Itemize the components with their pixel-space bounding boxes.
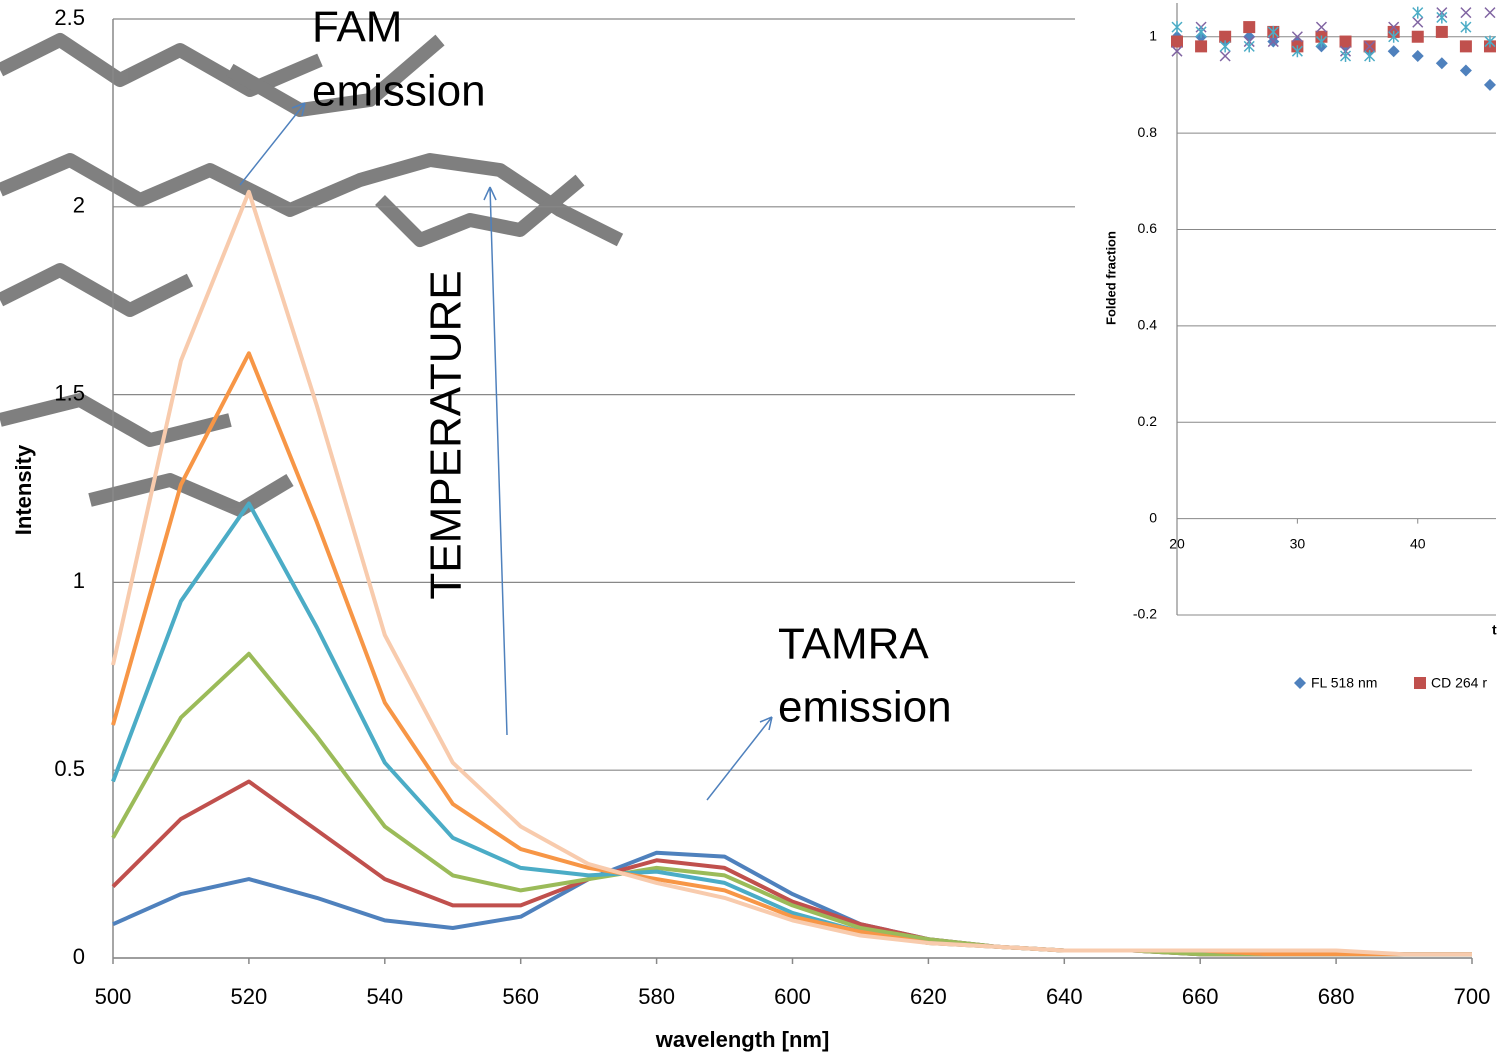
marker bbox=[1387, 45, 1400, 58]
x-axis-title: wavelength [nm] bbox=[655, 1027, 830, 1052]
y-tick-label: 2.5 bbox=[54, 5, 85, 30]
marker bbox=[1459, 64, 1472, 77]
marker bbox=[1412, 16, 1424, 28]
arrow bbox=[239, 102, 306, 186]
x-tick-label: 520 bbox=[231, 984, 268, 1009]
x-tick-label: 560 bbox=[502, 984, 539, 1009]
molecule-bond bbox=[375, 174, 585, 247]
molecule-bond bbox=[0, 263, 194, 317]
molecule-bond bbox=[226, 34, 445, 117]
y-axis-title: Folded fraction bbox=[1103, 231, 1118, 325]
y-tick-label: 1.5 bbox=[54, 380, 85, 405]
annotation: TEMPERATURE bbox=[422, 270, 471, 599]
marker bbox=[1243, 21, 1256, 34]
marker bbox=[1339, 50, 1352, 63]
marker bbox=[1459, 40, 1472, 53]
x-tick-label: 500 bbox=[95, 984, 132, 1009]
y-tick-label: 2 bbox=[73, 193, 85, 218]
x-axis-title: t bbox=[1492, 622, 1497, 638]
marker bbox=[1291, 45, 1303, 58]
y-tick-label: 1 bbox=[1149, 27, 1157, 43]
molecule-bond bbox=[88, 473, 294, 517]
marker bbox=[1315, 35, 1327, 48]
marker bbox=[1267, 36, 1279, 48]
marker bbox=[1243, 30, 1256, 43]
marker bbox=[1411, 50, 1424, 63]
marker bbox=[1484, 7, 1496, 19]
y-tick-label: 1 bbox=[73, 568, 85, 593]
marker bbox=[1414, 677, 1426, 689]
marker bbox=[1460, 7, 1472, 19]
arrows bbox=[239, 102, 773, 801]
marker bbox=[1436, 11, 1448, 24]
x-tick-label: 700 bbox=[1454, 984, 1491, 1009]
y-tick-label: 0.8 bbox=[1138, 124, 1158, 140]
series-line bbox=[111, 189, 1472, 957]
y-tick-label: 0 bbox=[73, 944, 85, 969]
molecule-bond bbox=[0, 33, 323, 97]
y-tick-label: -0.2 bbox=[1133, 606, 1157, 622]
marker bbox=[1219, 30, 1232, 43]
marker bbox=[1315, 21, 1327, 33]
marker bbox=[1435, 25, 1448, 38]
marker bbox=[1267, 25, 1279, 38]
legend-label: CD 264 r bbox=[1431, 675, 1487, 691]
marker bbox=[1195, 40, 1208, 53]
marker bbox=[1171, 21, 1183, 34]
y-tick-label: 0.4 bbox=[1138, 317, 1158, 333]
arrow bbox=[706, 716, 773, 801]
x-tick-label: 30 bbox=[1290, 535, 1306, 551]
inset-background bbox=[1075, 0, 1497, 740]
marker bbox=[1483, 78, 1496, 91]
y-tick-label: 0.6 bbox=[1138, 220, 1158, 236]
x-tick-label: 540 bbox=[366, 984, 403, 1009]
legend-label: FL 518 nm bbox=[1311, 675, 1377, 691]
x-tick-label: 640 bbox=[1046, 984, 1083, 1009]
x-tick-label: 660 bbox=[1182, 984, 1219, 1009]
molecule-bond bbox=[0, 153, 624, 247]
series-line bbox=[111, 351, 1472, 957]
series-line bbox=[111, 779, 1472, 957]
molecule-background bbox=[0, 33, 624, 517]
marker bbox=[1388, 30, 1400, 43]
marker bbox=[1219, 50, 1231, 62]
marker bbox=[1195, 25, 1207, 38]
annotation: FAM bbox=[312, 3, 402, 52]
x-tick-label: 600 bbox=[774, 984, 811, 1009]
annotation: emission bbox=[778, 683, 952, 732]
annotation: TAMRA bbox=[778, 620, 929, 669]
marker bbox=[1364, 50, 1376, 63]
main-plot: 0 0.5 1 1.5 2 2.5 500 520 540 560 580 600 620 640 660 6… bbox=[11, 3, 1491, 1052]
marker bbox=[1411, 30, 1424, 43]
molecule-bond bbox=[0, 393, 232, 447]
marker bbox=[1243, 40, 1255, 53]
marker bbox=[1388, 21, 1400, 33]
marker bbox=[1484, 35, 1496, 48]
x-tick-label: 580 bbox=[638, 984, 675, 1009]
x-tick-label: 40 bbox=[1410, 535, 1426, 551]
marker bbox=[1219, 40, 1231, 53]
marker bbox=[1294, 677, 1306, 689]
marker bbox=[1171, 45, 1183, 57]
annotation: emission bbox=[312, 67, 486, 116]
y-tick-label: 0.2 bbox=[1138, 413, 1158, 429]
marker bbox=[1460, 21, 1472, 34]
marker bbox=[1364, 40, 1376, 52]
y-axis-title: Intensity bbox=[11, 444, 36, 535]
y-tick-label: 0.5 bbox=[54, 756, 85, 781]
y-tick-label: 0 bbox=[1149, 509, 1157, 525]
marker bbox=[1412, 6, 1424, 19]
marker bbox=[1435, 57, 1448, 70]
marker bbox=[1339, 35, 1352, 48]
marker bbox=[1291, 31, 1303, 43]
arrow bbox=[483, 186, 508, 736]
marker bbox=[1171, 35, 1183, 48]
x-tick-label: 620 bbox=[910, 984, 947, 1009]
x-tick-label: 680 bbox=[1318, 984, 1355, 1009]
